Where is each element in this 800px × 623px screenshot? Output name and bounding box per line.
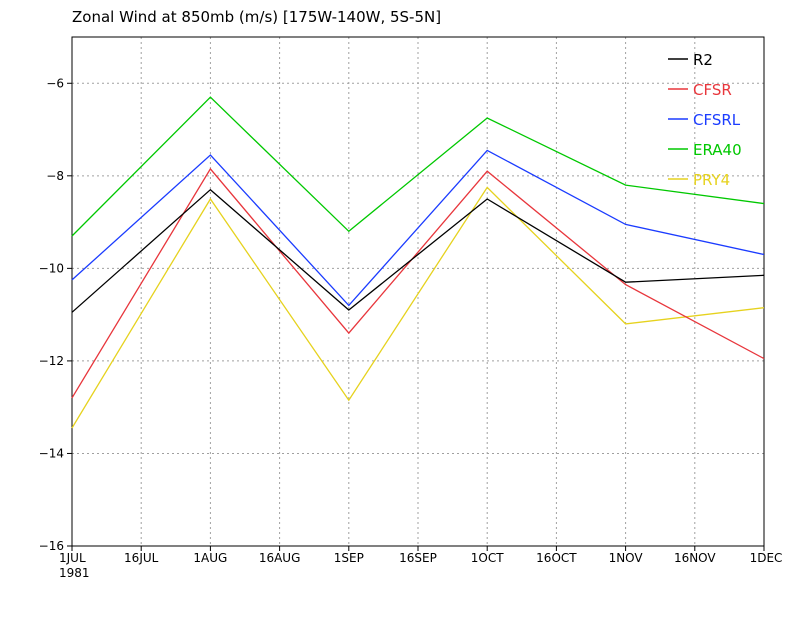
legend-label-r2: R2 <box>693 51 713 69</box>
x-tick-label: 1JUL <box>59 551 86 565</box>
x-tick-label: 1AUG <box>193 551 227 565</box>
y-tick-label: −16 <box>39 539 64 553</box>
series-line-era40 <box>71 96 765 237</box>
legend-label-cfsrl: CFSRL <box>693 111 741 129</box>
x-tick-label: 16OCT <box>536 551 577 565</box>
chart-title: Zonal Wind at 850mb (m/s) [175W-140W, 5S… <box>72 8 441 26</box>
series-lines <box>71 96 765 429</box>
series-line-r2 <box>71 188 765 313</box>
x-tick-label: 1OCT <box>471 551 504 565</box>
y-tick-label: −8 <box>46 169 64 183</box>
x-year-label: 1981 <box>59 566 90 580</box>
x-tick-label: 1NOV <box>609 551 644 565</box>
grid <box>72 37 764 546</box>
x-tick-label: 1SEP <box>334 551 364 565</box>
legend-label-cfsr: CFSR <box>693 81 732 99</box>
x-tick-label: 16NOV <box>674 551 716 565</box>
y-tick-label: −14 <box>39 446 64 460</box>
y-tick-label: −6 <box>46 76 64 90</box>
y-tick-label: −10 <box>39 261 64 275</box>
axis-ticks: 1JUL 16JUL 1AUG 16AUG 1SEP 16SEP 1OCT 16OCT 1NOV… <box>39 76 783 580</box>
series-line-cfsr <box>71 167 765 399</box>
x-tick-label: 16JUL <box>124 551 159 565</box>
x-tick-label: 1DEC <box>750 551 783 565</box>
series-line-pry4 <box>71 186 765 429</box>
y-tick-label: −12 <box>39 354 64 368</box>
x-tick-label: 16SEP <box>399 551 437 565</box>
legend: R2 CFSR CFSRL ERA40 PRY4 <box>668 51 742 189</box>
legend-label-pry4: PRY4 <box>693 171 730 189</box>
x-tick-label: 16AUG <box>259 551 301 565</box>
legend-label-era40: ERA40 <box>693 141 742 159</box>
series-line-cfsrl <box>71 149 765 307</box>
